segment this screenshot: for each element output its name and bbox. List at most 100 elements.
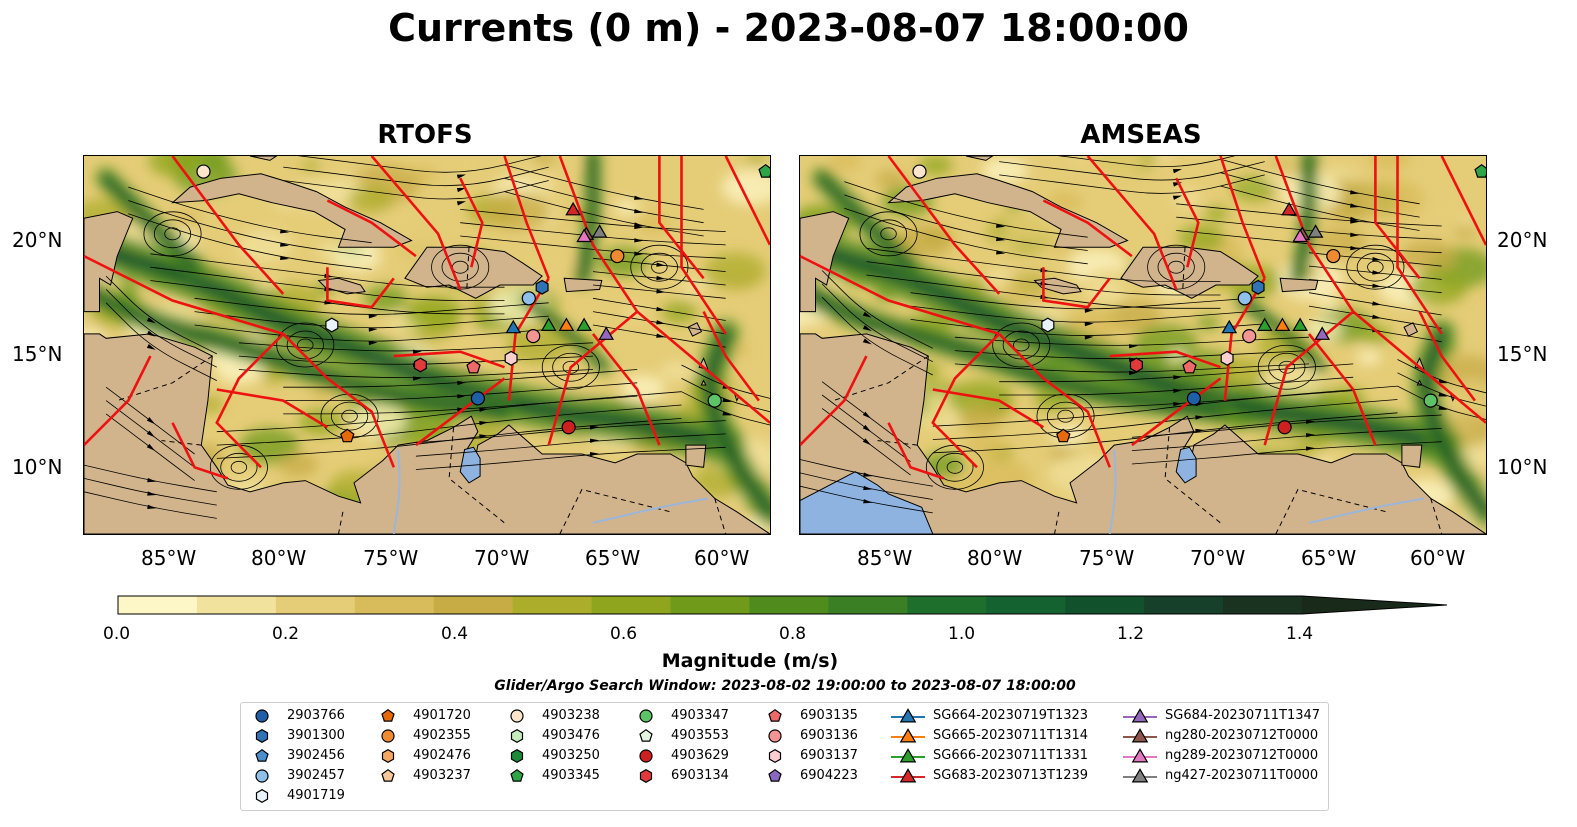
streamline-arrow bbox=[863, 499, 873, 504]
streamline-arrow bbox=[996, 223, 1006, 228]
colorbar-segment bbox=[1144, 596, 1224, 614]
map-marker bbox=[1041, 317, 1055, 333]
float-markers bbox=[912, 163, 1486, 443]
streamline-arrow bbox=[280, 255, 290, 261]
map-marker bbox=[912, 164, 927, 179]
eddy-streamline bbox=[230, 460, 248, 474]
map-amseas[interactable] bbox=[799, 155, 1487, 535]
eddy-streamline bbox=[1013, 338, 1030, 352]
streamline-arrow bbox=[1438, 392, 1448, 397]
track-lines bbox=[84, 156, 770, 480]
streamline-arrow bbox=[1372, 301, 1382, 306]
lon-label-70w-left: 70°W bbox=[474, 546, 530, 570]
legend-marker bbox=[255, 729, 269, 743]
lon-label-60w-left: 60°W bbox=[694, 546, 750, 570]
map-marker bbox=[1056, 428, 1071, 443]
legend-label: 3902457 bbox=[287, 768, 345, 783]
streamline-arrow bbox=[146, 330, 156, 337]
legend-label: 4901720 bbox=[413, 708, 471, 723]
map-canvas bbox=[84, 156, 770, 534]
eddy-streamline bbox=[220, 452, 258, 482]
streamline-arrow bbox=[589, 451, 599, 457]
map-marker bbox=[540, 317, 557, 331]
colorbar bbox=[117, 595, 1448, 615]
streamline-arrow bbox=[1128, 370, 1138, 376]
streamline-arrow bbox=[1173, 401, 1183, 407]
colorbar-segment bbox=[828, 596, 908, 614]
eddy-streamline bbox=[992, 322, 1051, 368]
lon-label-75w-left: 75°W bbox=[363, 546, 419, 570]
eddy-streamline bbox=[869, 219, 908, 249]
streamline-arrow bbox=[1195, 415, 1205, 420]
streamline-arrow bbox=[862, 311, 872, 318]
streamlines bbox=[84, 156, 770, 519]
map-marker bbox=[470, 391, 485, 406]
legend-marker bbox=[639, 749, 653, 763]
streamline-arrow bbox=[368, 327, 378, 332]
map-marker bbox=[466, 359, 481, 374]
colorbar-tick-0: 0.0 bbox=[103, 624, 131, 644]
colorbar-tick-5: 1.0 bbox=[948, 624, 976, 644]
legend-label: 6904223 bbox=[800, 768, 858, 783]
streamline-arrow bbox=[634, 195, 644, 200]
streamline-arrow bbox=[656, 306, 666, 312]
eddy-streamline bbox=[1278, 360, 1296, 374]
river bbox=[1308, 497, 1425, 524]
legend-marker bbox=[1131, 708, 1149, 723]
legend-marker bbox=[899, 748, 917, 763]
streamline-arrow bbox=[368, 314, 378, 319]
streamline-arrow bbox=[1438, 405, 1448, 410]
streamline-arrow bbox=[863, 472, 873, 477]
country-border bbox=[1275, 488, 1387, 534]
map-rtofs[interactable] bbox=[83, 155, 771, 535]
lake-maracaibo bbox=[1175, 446, 1197, 484]
eddy-streamline bbox=[1002, 330, 1040, 360]
eddy-streamline bbox=[286, 330, 324, 360]
eddy-streamline bbox=[640, 252, 678, 282]
colorbar-segment bbox=[275, 596, 356, 614]
streamline-arrow bbox=[1172, 168, 1183, 174]
lat-label-20n-right: 20°N bbox=[1497, 228, 1548, 252]
eddy-streamline bbox=[630, 244, 689, 290]
map-marker bbox=[1256, 317, 1273, 331]
legend-label: 4903553 bbox=[671, 728, 729, 743]
colorbar-tick-3: 0.6 bbox=[610, 624, 638, 644]
streamline-arrow bbox=[722, 397, 732, 403]
streamline-arrow bbox=[863, 485, 873, 491]
legend-label: 6903136 bbox=[800, 728, 858, 743]
colorbar-outline bbox=[117, 595, 1448, 615]
lat-label-10n-right: 10°N bbox=[1497, 455, 1548, 479]
streamline-arrow bbox=[656, 262, 666, 267]
legend-marker bbox=[768, 768, 782, 782]
streamline-arrow bbox=[479, 420, 489, 426]
track-lines bbox=[800, 156, 1486, 480]
map-marker bbox=[707, 393, 722, 408]
eddy-streamline bbox=[153, 219, 192, 249]
streamline-arrow bbox=[1438, 378, 1448, 384]
eddy-streamline bbox=[297, 338, 314, 352]
colorbar-tick-2: 0.4 bbox=[441, 624, 469, 644]
legend-marker bbox=[381, 708, 395, 722]
streamline-arrow bbox=[656, 320, 666, 325]
streamline-arrow bbox=[146, 344, 156, 350]
eddy-streamline bbox=[651, 260, 668, 274]
colorbar-tick-7: 1.4 bbox=[1286, 624, 1314, 644]
streamline-arrow bbox=[1305, 446, 1315, 451]
map-marker bbox=[1474, 163, 1486, 178]
map-marker bbox=[1182, 359, 1197, 374]
legend-marker bbox=[639, 769, 653, 783]
streamline-arrow bbox=[147, 491, 157, 496]
streamline-arrow bbox=[146, 430, 156, 438]
map-marker bbox=[558, 317, 575, 331]
streamline-arrow bbox=[368, 340, 378, 346]
eddy-streamline bbox=[1346, 244, 1405, 290]
colorbar-title: Magnitude (m/s) bbox=[661, 650, 839, 672]
legend-label: 6903135 bbox=[800, 708, 858, 723]
eddy-streamline bbox=[276, 322, 335, 368]
legend-marker bbox=[899, 708, 917, 723]
streamline-arrow bbox=[1372, 256, 1382, 262]
map-marker bbox=[526, 329, 541, 344]
legend: 2903766 3901300 3902456 3902457 4901719 49017… bbox=[240, 702, 1329, 811]
streamline-arrow bbox=[1305, 433, 1315, 438]
eddy-streamline bbox=[1157, 252, 1195, 282]
